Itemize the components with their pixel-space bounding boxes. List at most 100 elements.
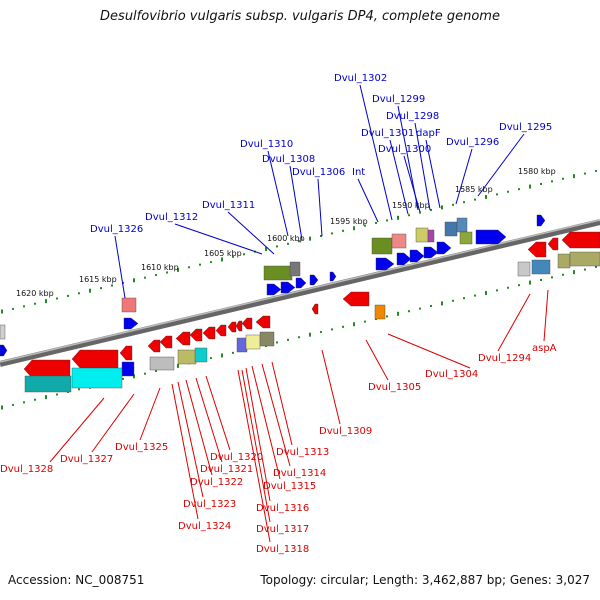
forward-gene-arrow bbox=[309, 274, 319, 286]
annotation-block bbox=[557, 253, 571, 269]
kbp-label: 1595 kbp bbox=[330, 217, 368, 226]
leader-line bbox=[365, 339, 389, 381]
leader-line bbox=[543, 289, 549, 342]
annotation-block bbox=[444, 221, 458, 237]
reverse-gene-arrow bbox=[71, 349, 119, 369]
forward-gene-arrow bbox=[266, 283, 282, 296]
forward-gene-arrow bbox=[123, 317, 139, 330]
annotation-block bbox=[427, 229, 435, 243]
reverse-gene-arrow bbox=[23, 359, 71, 379]
leader-line bbox=[403, 155, 421, 213]
reverse-gene-arrow bbox=[227, 321, 237, 333]
gene-label-forward: Dvul_1311 bbox=[202, 200, 255, 211]
leader-line bbox=[114, 235, 126, 299]
reverse-gene-arrow bbox=[119, 345, 133, 361]
reverse-gene-arrow bbox=[561, 231, 600, 249]
reverse-gene-arrow bbox=[189, 328, 203, 342]
genome-backbone bbox=[0, 219, 600, 367]
annotation-block bbox=[177, 349, 197, 365]
kbp-label: 1590 kbp bbox=[392, 201, 430, 210]
gene-label-reverse: aspA bbox=[532, 343, 557, 354]
gene-label-reverse: Dvul_1316 bbox=[256, 503, 309, 514]
leader-line bbox=[139, 387, 161, 441]
leader-line bbox=[241, 369, 271, 523]
forward-gene-arrow bbox=[280, 281, 296, 294]
reverse-gene-arrow bbox=[255, 315, 271, 329]
leader-line bbox=[387, 333, 471, 369]
leader-line bbox=[174, 223, 263, 255]
gene-label-reverse: Dvul_1322 bbox=[190, 477, 243, 488]
annotation-block bbox=[459, 231, 473, 245]
reverse-gene-arrow bbox=[235, 320, 243, 332]
leader-line bbox=[271, 361, 293, 446]
kbp-labels: 1620 kbp 1615 kbp 1610 kbp 1605 kbp 1600 kbp… bbox=[16, 167, 556, 298]
gene-label-reverse: Dvul_1314 bbox=[273, 468, 326, 479]
kbp-label: 1610 kbp bbox=[141, 263, 179, 272]
leader-line bbox=[477, 133, 525, 197]
forward-gene-arrow bbox=[295, 277, 307, 289]
gene-label-forward: dapF bbox=[416, 128, 441, 139]
forward-gene-block bbox=[121, 361, 135, 377]
leader-line bbox=[245, 367, 271, 502]
leader-line bbox=[237, 369, 271, 543]
leader-line bbox=[397, 105, 419, 211]
gene-label-forward: Dvul_1308 bbox=[262, 154, 315, 165]
annotation-block bbox=[289, 261, 301, 277]
leader-line bbox=[261, 363, 291, 467]
leader-line bbox=[389, 139, 409, 215]
gene-label-forward: Dvul_1302 bbox=[334, 73, 387, 84]
forward-gene-arrow bbox=[0, 344, 8, 357]
gene-label-reverse: Dvul_1328 bbox=[0, 464, 53, 475]
leader-line bbox=[425, 139, 441, 209]
gene-label-reverse: Dvul_1313 bbox=[276, 447, 329, 458]
kbp-label: 1615 kbp bbox=[79, 275, 117, 284]
leader-line bbox=[227, 211, 275, 255]
reverse-gene-arrow bbox=[215, 324, 227, 337]
gene-label-forward: Dvul_1301 bbox=[361, 128, 414, 139]
gene-label-reverse: Dvul_1321 bbox=[200, 464, 253, 475]
forward-gene-arrow bbox=[423, 246, 439, 259]
leader-line bbox=[321, 349, 341, 425]
forward-gene-arrow bbox=[329, 271, 337, 282]
annotation-block bbox=[569, 251, 600, 267]
reverse-gene-arrow bbox=[311, 303, 319, 315]
annotation-block bbox=[415, 227, 429, 243]
gene-label-forward: Dvul_1306 bbox=[292, 167, 345, 178]
gene-label-reverse: Dvul_1327 bbox=[60, 454, 113, 465]
accession-text: Accession: NC_008751 bbox=[8, 573, 145, 587]
forward-gene-arrow bbox=[396, 252, 412, 266]
leader-line bbox=[91, 393, 135, 453]
gene-label-reverse: Dvul_1315 bbox=[263, 481, 316, 492]
reverse-gene-arrow bbox=[159, 335, 173, 349]
gene-label-reverse: Dvul_1318 bbox=[256, 544, 309, 555]
gene-label-reverse: Dvul_1324 bbox=[178, 521, 231, 532]
gene-label-reverse: Dvul_1309 bbox=[319, 426, 372, 437]
label-leader-lines bbox=[49, 84, 549, 543]
leader-line bbox=[317, 178, 323, 237]
forward-gene-arrow bbox=[536, 214, 546, 227]
annotation-block bbox=[121, 297, 137, 313]
topology-summary: Topology: circular; Length: 3,462,887 bp… bbox=[260, 573, 590, 587]
reverse-gene-arrow bbox=[241, 317, 253, 330]
leader-line bbox=[49, 397, 105, 463]
annotation-block bbox=[245, 334, 261, 350]
gene-label-forward: Dvul_1300 bbox=[378, 144, 431, 155]
leader-line bbox=[185, 379, 213, 476]
annotation-block bbox=[456, 217, 468, 233]
annotation-block bbox=[263, 265, 293, 281]
genome-title: Desulfovibrio vulgaris subsp. vulgaris D… bbox=[100, 9, 500, 24]
forward-gene-arrow bbox=[475, 229, 507, 245]
forward-gene-arrow bbox=[409, 249, 425, 263]
gene-label-reverse: Dvul_1325 bbox=[115, 442, 168, 453]
forward-gene-arrow bbox=[375, 257, 395, 271]
reverse-gene-arrow bbox=[342, 291, 370, 307]
leader-line bbox=[267, 150, 289, 237]
gene-features bbox=[0, 214, 600, 393]
annotation-block bbox=[391, 233, 407, 249]
annotation-block bbox=[259, 331, 275, 347]
gene-label-forward: Dvul_1298 bbox=[386, 111, 439, 122]
reverse-gene-arrow bbox=[547, 237, 559, 251]
gene-label-reverse: Dvul_1323 bbox=[183, 499, 236, 510]
gene-label-reverse: Dvul_1317 bbox=[256, 524, 309, 535]
